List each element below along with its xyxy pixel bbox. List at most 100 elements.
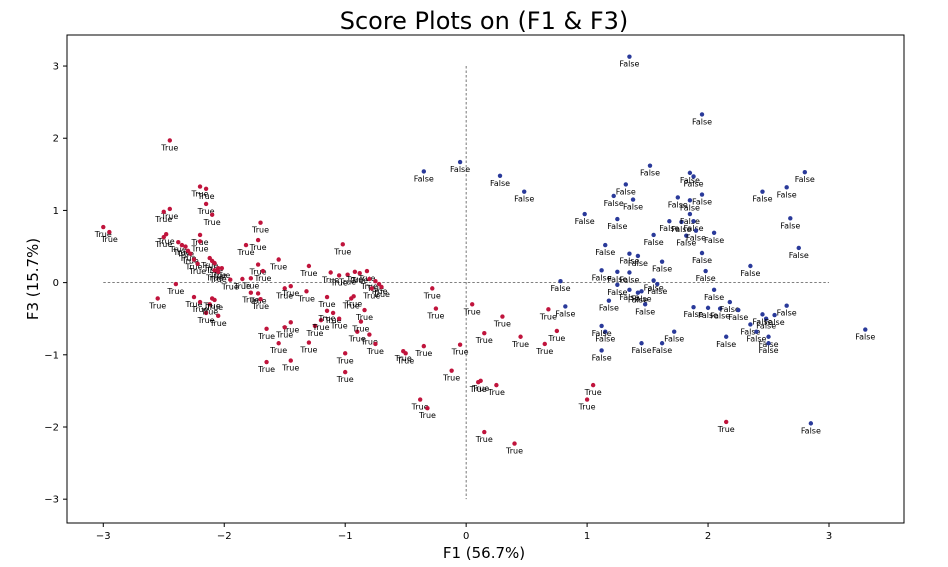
point-false [639,289,644,294]
point-true [215,313,221,319]
point-true [188,251,193,256]
point-label: True [269,346,287,355]
point-label: False [740,269,760,278]
point-label: False [668,200,688,209]
point-label: False [592,329,612,338]
point-label: True [251,226,269,235]
point-false [563,304,568,309]
point-true [546,307,551,312]
point-true [288,284,293,289]
point-true [258,297,263,302]
point-false [687,211,693,217]
point-label: True [281,364,299,373]
point-true [336,316,342,321]
point-false [723,334,729,339]
point-true [161,209,166,215]
point-label: True [366,347,384,356]
point-label: False [740,327,760,336]
point-false [691,219,696,224]
point-false [611,193,616,199]
point-label: True [205,273,223,282]
point-false [679,219,684,225]
point-label: True [366,284,384,293]
x-tick-label: −2 [217,531,232,542]
point-label: True [535,347,553,356]
point-label: True [209,271,227,280]
point-label: True [197,207,215,216]
point-true [161,234,166,240]
point-false [582,211,587,217]
y-tick-label: −3 [44,495,59,506]
point-false [763,316,769,321]
point-label: False [789,251,809,260]
point-label: True [253,274,271,283]
point-label: True [318,314,336,323]
point-true [288,358,293,363]
point-false [687,198,693,203]
point-true [342,351,348,356]
point-false [766,334,771,339]
point-label: True [547,334,565,343]
point-label: False [676,239,696,248]
point-true [590,382,596,388]
point-label: True [487,388,505,397]
data-points: TrueTrueTrueTrueTrueTrueTrueTrueTrueTrue… [94,54,875,456]
point-label: True [178,254,196,263]
point-false [635,290,641,295]
point-true [183,244,188,249]
point-label: True [185,263,203,272]
point-label: True [442,374,460,383]
point-label: True [191,305,209,314]
series-true: TrueTrueTrueTrueTrueTrueTrueTrueTrueTrue… [94,138,735,456]
y-tick-label: −2 [44,422,59,433]
point-label: False [514,195,534,204]
point-false [691,174,696,179]
point-true [478,378,483,383]
point-label: False [728,313,748,322]
point-true [191,257,197,262]
point-label: True [357,274,375,283]
point-false [754,329,759,334]
point-label: False [765,318,785,327]
point-true [318,317,324,323]
point-label: False [635,307,655,316]
point-true [276,341,281,346]
point-true [255,237,261,243]
point-label: False [855,333,875,342]
point-label: True [360,282,378,291]
point-label: False [604,199,624,208]
point-label: True [251,302,269,311]
point-true [179,242,185,248]
point-false [699,250,705,256]
point-false [667,219,672,224]
point-label: False [619,276,639,285]
point-false [615,282,620,287]
point-label: True [396,356,414,365]
point-false [766,341,771,346]
point-true [457,342,463,347]
point-false [603,242,608,248]
point-false [497,173,503,178]
point-true [288,320,293,325]
point-false [736,307,741,313]
point-label: True [475,336,493,345]
point-true [449,368,454,373]
point-false [457,159,463,165]
plot-frame [66,34,905,524]
point-label: True [299,269,317,278]
point-label: False [414,174,434,183]
x-tick-label: 2 [705,531,711,542]
point-true [482,330,487,336]
point-label: True [275,291,293,300]
point-true [500,314,505,319]
point-label: True [539,312,557,321]
point-label: True [249,268,267,277]
point-false [748,263,753,269]
point-label: True [350,276,368,285]
point-false [784,303,789,308]
point-label: False [640,169,660,178]
point-false [522,189,527,194]
point-true [342,369,348,375]
point-label: False [595,335,615,344]
